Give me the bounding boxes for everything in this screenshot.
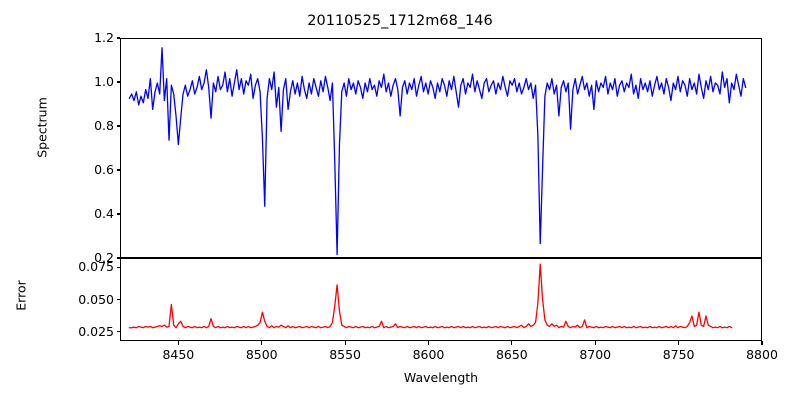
y-tick-label: 0.6	[94, 162, 114, 177]
spectrum-line-plot	[128, 47, 747, 256]
y-tick-mark	[116, 125, 120, 127]
y-tick-mark	[116, 298, 120, 301]
y-tick-label: 0.4	[94, 206, 114, 221]
x-tick-label: 8650	[495, 347, 528, 362]
y-tick-mark	[116, 257, 120, 259]
y-tick-label: 1.0	[94, 74, 114, 89]
x-tick-mark	[678, 341, 680, 345]
y-axis-label-spectrum: Spectrum	[34, 97, 50, 158]
y-tick-mark	[116, 81, 120, 83]
x-tick-mark	[594, 341, 596, 345]
x-axis-label: Wavelength	[403, 370, 479, 385]
y-tick-label: 0.050	[78, 291, 114, 307]
x-tick-mark	[427, 341, 430, 345]
page-title: 20110525_1712m68_146	[307, 13, 493, 29]
x-tick-label: 8500	[245, 347, 278, 362]
x-tick-mark	[344, 341, 346, 345]
x-tick-label: 8750	[662, 347, 695, 362]
x-tick-label: 8600	[412, 347, 445, 362]
y-tick-label: 0.075	[78, 259, 114, 275]
x-tick-label: 8450	[162, 347, 195, 362]
error-plot-panel	[120, 258, 762, 341]
y-tick-mark	[116, 169, 120, 171]
y-tick-mark	[116, 266, 120, 268]
y-tick-mark	[116, 331, 120, 333]
error-line-plot	[128, 263, 733, 329]
spectrum-plot-panel	[120, 38, 762, 258]
x-tick-mark	[261, 341, 263, 345]
y-tick-mark	[116, 213, 120, 215]
y-axis-label-error: Error	[13, 280, 29, 311]
error-data-line	[128, 263, 733, 329]
x-tick-label: 8550	[329, 347, 362, 362]
x-tick-label: 8800	[746, 347, 778, 362]
y-tick-label: 0.8	[94, 118, 114, 133]
y-tick-label: 0.025	[78, 323, 114, 339]
x-tick-mark	[761, 341, 763, 345]
y-tick-label: 1.2	[94, 30, 114, 45]
x-tick-mark	[511, 341, 513, 345]
y-tick-label: 0.2	[94, 250, 114, 265]
spectrum-data-line	[128, 47, 747, 256]
x-tick-mark	[177, 341, 179, 345]
x-tick-label: 8700	[579, 347, 612, 362]
y-tick-mark	[116, 37, 120, 39]
